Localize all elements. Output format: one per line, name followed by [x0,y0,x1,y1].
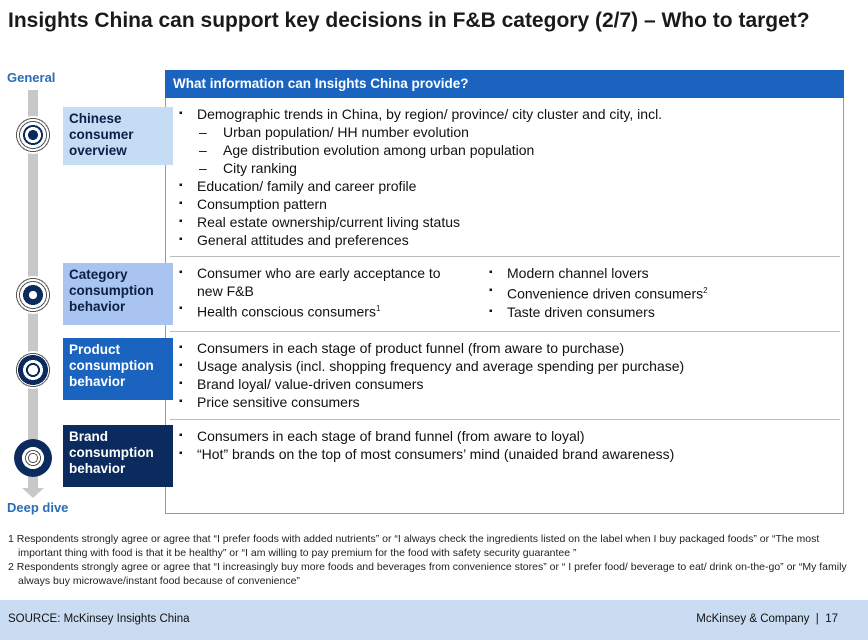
footnote-ref: 2 [703,286,708,295]
target-icon [14,351,52,389]
axis-bottom-label: Deep dive [7,500,69,515]
bullet: Usage analysis (incl. shopping frequency… [175,357,835,375]
row-label-product: Product consumption behavior [63,338,173,400]
source-text: SOURCE: McKinsey Insights China [8,613,190,625]
bullet: Brand loyal/ value-driven consumers [175,375,835,393]
bullet: Education/ family and career profile [175,177,835,195]
footer-right: McKinsey & Company | 17 [696,613,838,625]
row-label-category: Category consumption behavior [63,263,173,325]
company-name: McKinsey & Company [696,613,810,625]
target-icon [14,439,52,477]
footnote-ref: 1 [375,304,381,313]
bullet-text: Convenience driven consumers [507,285,704,302]
section-brand: Consumers in each stage of brand funnel … [175,427,835,463]
bullet: “Hot” brands on the top of most consumer… [175,445,835,463]
row-label-brand: Brand consumption behavior [63,425,173,487]
sub-bullet: Age distribution evolution among urban p… [175,141,835,159]
divider [170,419,840,420]
bullet: Health conscious consumers1 [175,300,485,321]
bullet: Convenience driven consumers2 [485,282,835,303]
page-number: 17 [825,613,838,625]
bullet: Consumers in each stage of brand funnel … [175,427,835,445]
bullet: Real estate ownership/current living sta… [175,213,835,231]
footnote: 2 Respondents strongly agree or agree th… [8,561,847,587]
bullet: Consumers in each stage of product funne… [175,339,835,357]
sub-bullet: City ranking [175,159,835,177]
bullet-text: Health conscious consumers [197,303,376,320]
bullet: Modern channel lovers [485,264,835,282]
sub-bullet: Urban population/ HH number evolution [175,123,835,141]
bullet: Demographic trends in China, by region/ … [175,105,835,123]
bullet: Price sensitive consumers [175,393,835,411]
footer: SOURCE: McKinsey Insights China McKinsey… [0,600,868,640]
divider [170,331,840,332]
section-chinese-consumer: Demographic trends in China, by region/ … [175,105,835,249]
axis-top-label: General [7,70,56,85]
target-icon [14,276,52,314]
section-product: Consumers in each stage of product funne… [175,339,835,411]
arrow-down-icon [22,488,44,498]
row-label-chinese-consumer: Chinese consumer overview [63,107,173,165]
bullet: Consumer who are early acceptance to new… [175,264,465,300]
target-icon [14,116,52,154]
bullet: Taste driven consumers [485,303,835,321]
footnotes: 1 Respondents strongly agree or agree th… [8,532,858,588]
divider [170,256,840,257]
slide-title: Insights China can support key decisions… [8,9,810,32]
section-category: Consumer who are early acceptance to new… [175,264,835,321]
footnote: 1 Respondents strongly agree or agree th… [8,533,820,559]
bullet: Consumption pattern [175,195,835,213]
bullet: General attitudes and preferences [175,231,835,249]
info-header: What information can Insights China prov… [165,70,844,98]
